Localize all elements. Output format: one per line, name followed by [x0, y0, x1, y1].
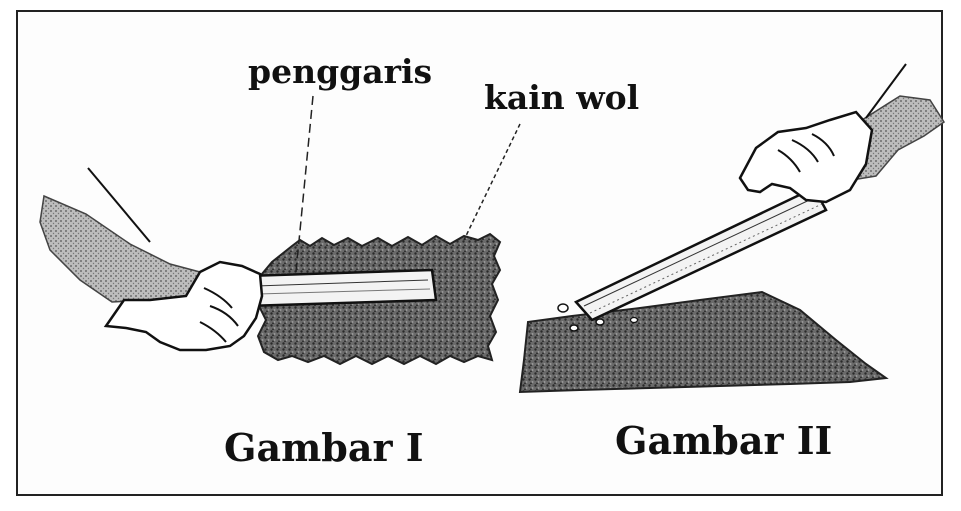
paper-bit — [629, 316, 639, 324]
wool-cloth-2 — [518, 290, 889, 394]
paper-bit — [569, 324, 579, 332]
wool-leader-line — [463, 123, 521, 241]
hand-2 — [738, 110, 874, 204]
hand-1 — [103, 260, 264, 352]
ruler-1 — [244, 268, 438, 308]
figure-1-caption: Gambar I — [224, 425, 424, 470]
sleeve-2 — [851, 95, 946, 181]
figure-2-drawing — [518, 63, 946, 394]
wool-cloth-label: kain wol — [484, 78, 640, 117]
paper-bit — [557, 303, 569, 313]
figure-2-caption: Gambar II — [615, 418, 833, 463]
ruler-leader-line — [295, 95, 314, 273]
sleeve-1 — [39, 194, 202, 303]
paper-bit — [595, 318, 605, 326]
figure-1-drawing — [39, 95, 521, 366]
ruler-2 — [573, 186, 828, 322]
ruler-label: penggaris — [248, 52, 433, 91]
